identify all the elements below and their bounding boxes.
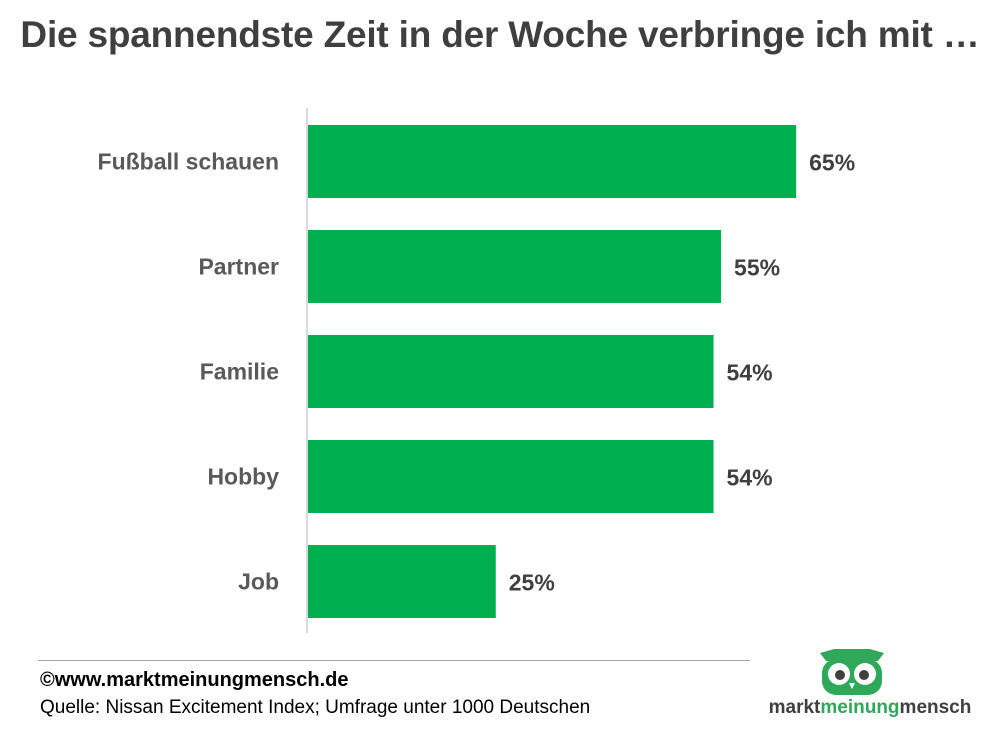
bar: [308, 440, 714, 513]
category-label: Hobby: [207, 464, 279, 490]
logo-text-mensch: mensch: [899, 697, 972, 718]
data-label: 54%: [727, 465, 773, 491]
bar: [308, 125, 797, 198]
bar: [308, 545, 496, 618]
data-label: 55%: [734, 255, 780, 281]
copyright-text: ©www.marktmeinungmensch.de: [40, 669, 349, 691]
bar-chart: Fußball schauen 65% Partner 55% Familie 54% Ho…: [98, 108, 855, 633]
footer-divider: [38, 660, 750, 661]
category-label: Partner: [198, 254, 279, 280]
category-label: Familie: [200, 359, 279, 385]
brand-logo: marktmeinungmensch: [750, 645, 990, 725]
category-label: Fußball schauen: [98, 149, 279, 175]
data-label: 54%: [727, 360, 773, 386]
data-label: 65%: [809, 150, 855, 176]
owl-icon: [820, 649, 884, 695]
source-text: Quelle: Nissan Excitement Index; Umfrage…: [40, 697, 591, 718]
category-label: Job: [238, 569, 279, 595]
data-label: 25%: [509, 570, 555, 596]
chart-title: Die spannendste Zeit in der Woche verbri…: [20, 14, 980, 55]
bar: [308, 230, 722, 303]
bar: [308, 335, 714, 408]
logo-wordmark: marktmeinungmensch: [750, 697, 990, 719]
logo-text-markt: markt: [768, 697, 821, 718]
logo-text-meinung: meinung: [820, 697, 900, 718]
